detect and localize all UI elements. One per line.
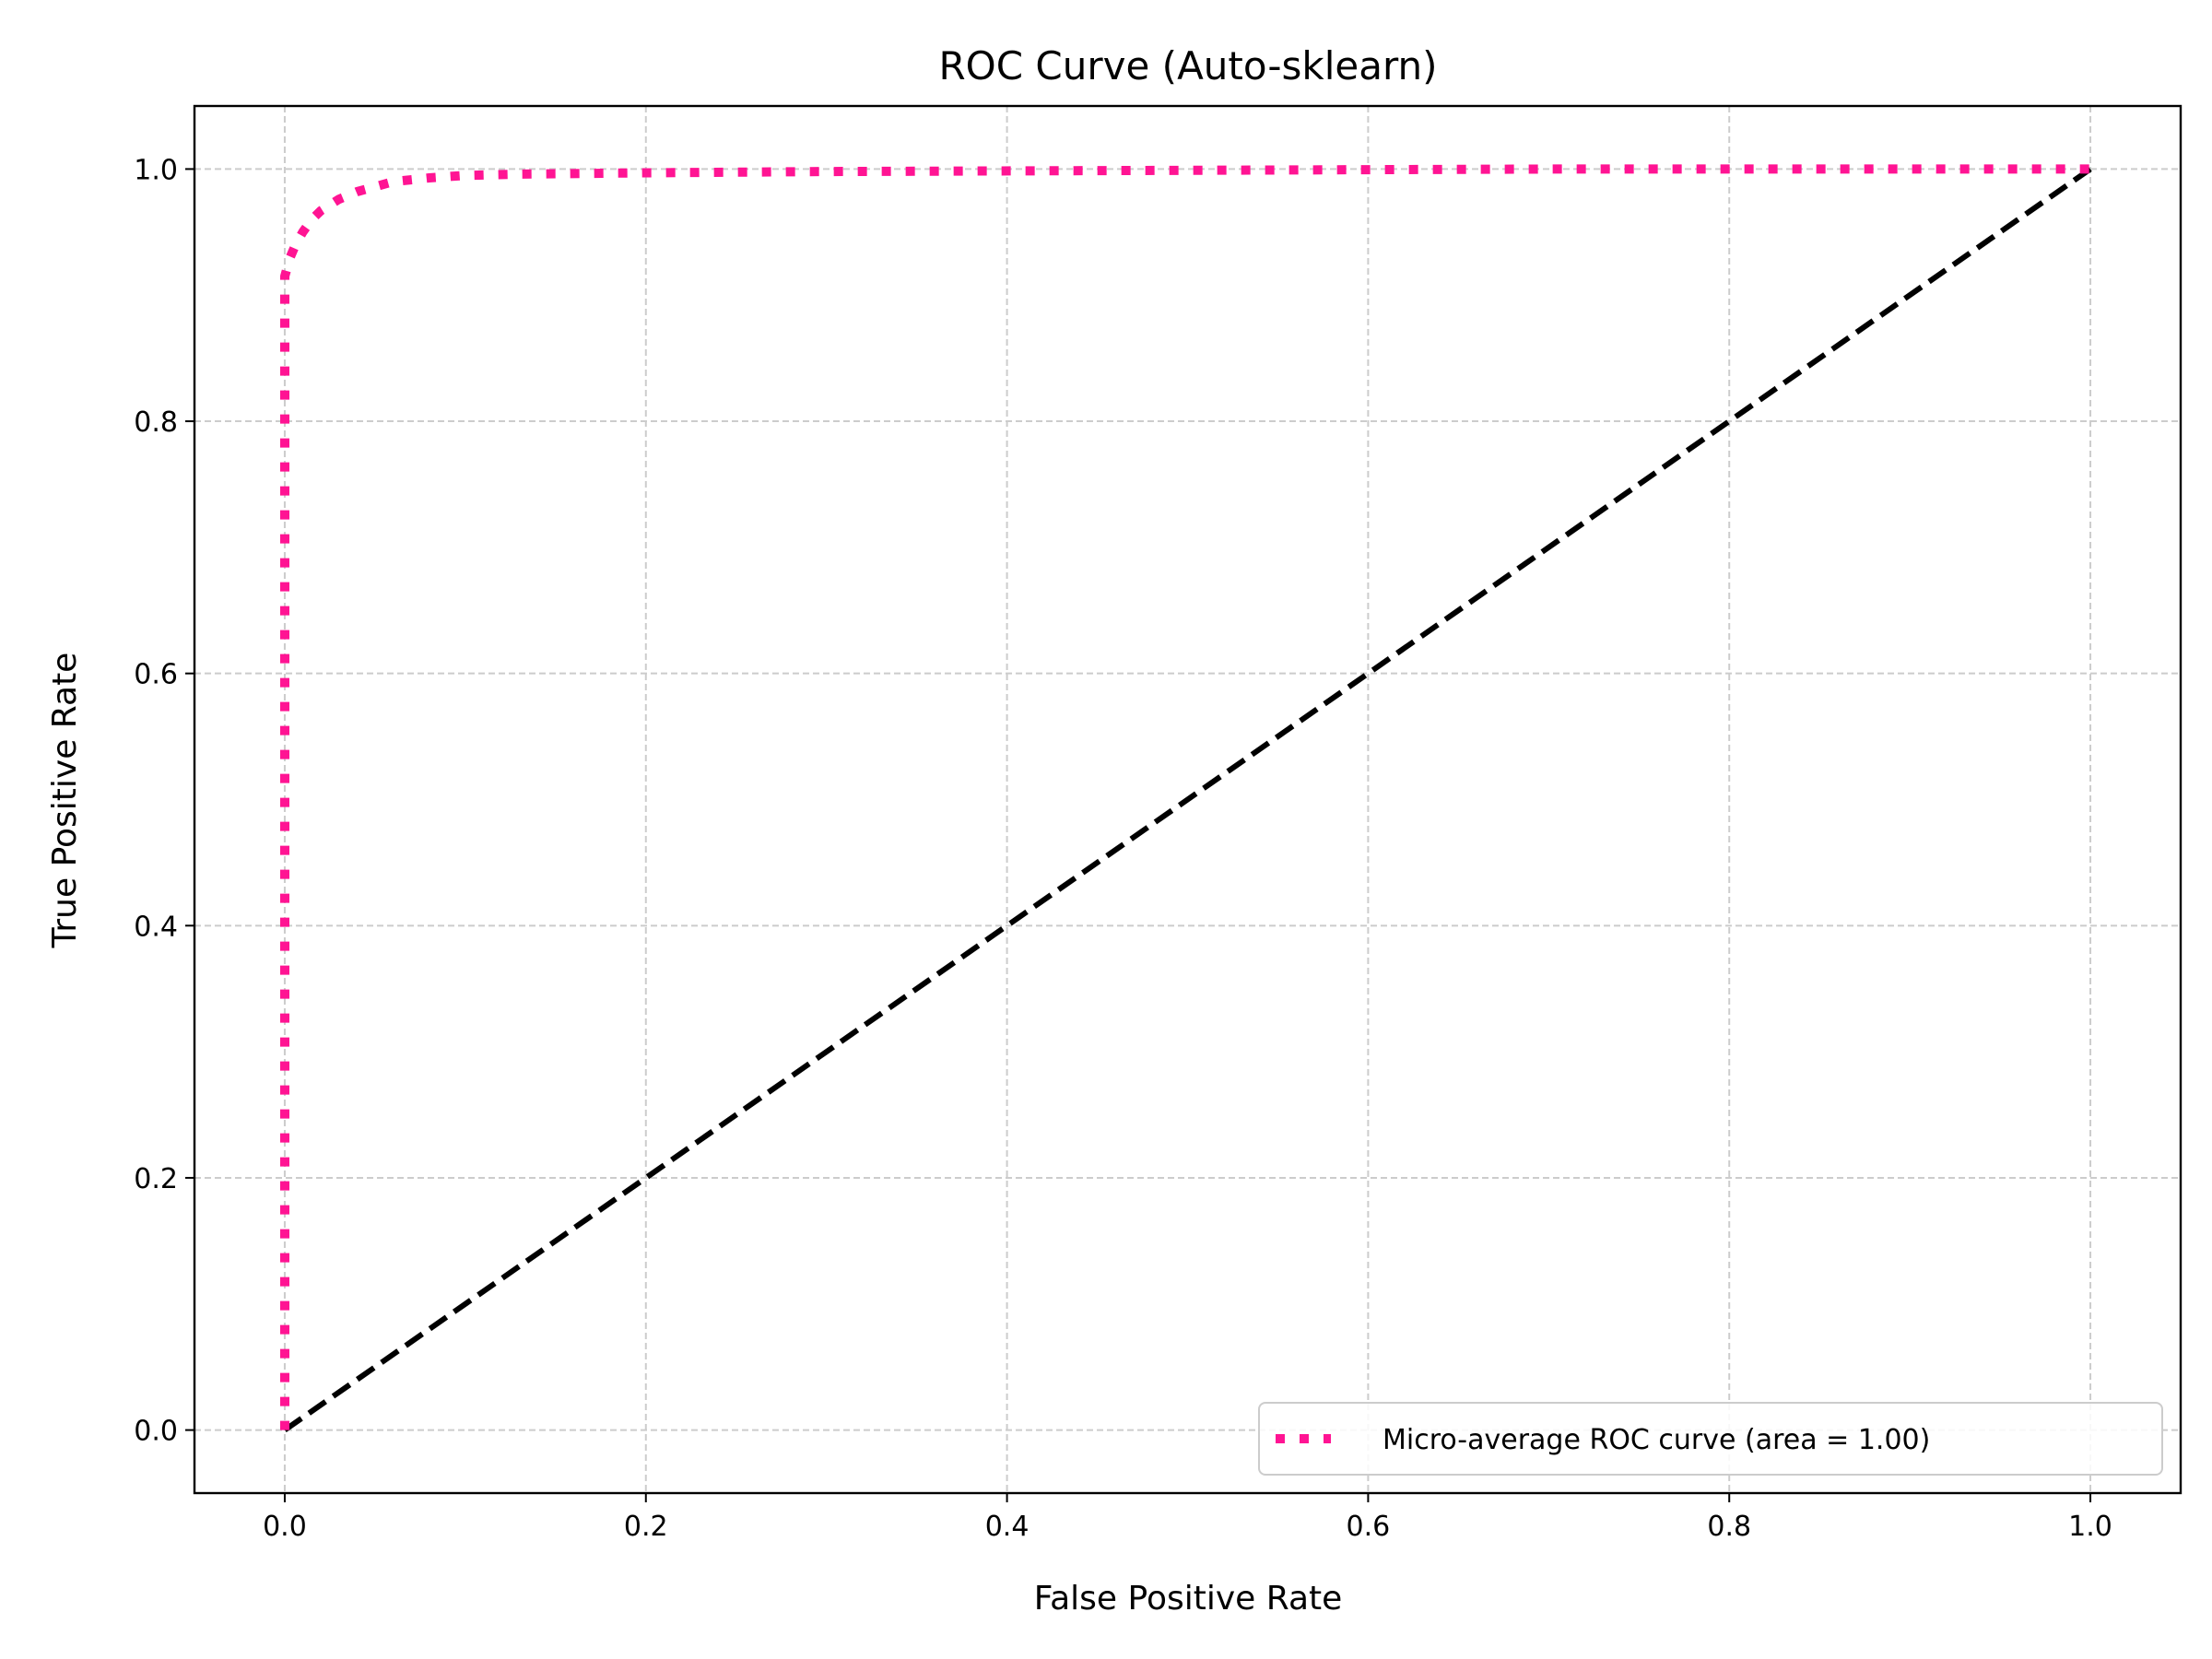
x-axis-label: False Positive Rate bbox=[1034, 1580, 1343, 1618]
plot-frame bbox=[193, 104, 2183, 1495]
x-tick-label: 0.0 bbox=[263, 1511, 307, 1543]
x-tick-label: 0.2 bbox=[624, 1511, 668, 1543]
y-tick-label: 1.0 bbox=[134, 154, 178, 186]
x-tick-label: 0.6 bbox=[1347, 1511, 1391, 1543]
y-axis-label: True Positive Rate bbox=[46, 653, 84, 949]
plot-series bbox=[280, 164, 2092, 1433]
y-tick-label: 0.2 bbox=[134, 1163, 178, 1195]
x-tick-label: 1.0 bbox=[2068, 1511, 2112, 1543]
legend-label: Micro-average ROC curve (area = 1.00) bbox=[1382, 1424, 1930, 1456]
roc-curve-line bbox=[280, 164, 2090, 1430]
axis-ticks: 0.0 0.2 0.4 0.6 0.8 1.0 0.0 0.2 0.4 0.6 0.8 1.0 bbox=[134, 154, 2112, 1543]
legend-box bbox=[1258, 1402, 2163, 1476]
x-tick-label: 0.4 bbox=[985, 1511, 1030, 1543]
y-tick-label: 0.0 bbox=[134, 1416, 178, 1448]
chance-diagonal-line bbox=[283, 166, 2092, 1433]
y-tick-label: 0.6 bbox=[134, 659, 178, 691]
chart-title: ROC Curve (Auto-sklearn) bbox=[939, 43, 1438, 88]
legend: Micro-average ROC curve (area = 1.00) bbox=[1258, 1402, 2163, 1476]
y-tick-label: 0.4 bbox=[134, 911, 178, 943]
y-tick-label: 0.8 bbox=[134, 406, 178, 439]
x-tick-label: 0.8 bbox=[1707, 1511, 1751, 1543]
